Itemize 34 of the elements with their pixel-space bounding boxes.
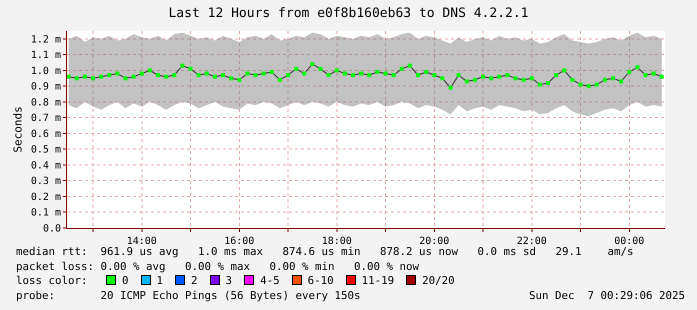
x-tick-label: 14:00 (126, 236, 157, 247)
text: 6-10 (308, 274, 334, 288)
y-tick-label: 1.2 m (30, 34, 61, 46)
y-tick-label: 1.0 m (30, 66, 61, 77)
chart-title: Last 12 Hours from e0f8b160eb63 to DNS 4.2.2.1 (168, 6, 529, 21)
text: packet loss: 0.00 % avg 0.00 % max 0.00 % min 0.00 % now (16, 260, 420, 274)
text: Sun Dec 7 00:29:06 2025 (528, 289, 685, 302)
text: 11-19 (362, 274, 394, 288)
x-tick-label: 16:00 (224, 236, 254, 247)
y-tick-label: 1.1 m (30, 50, 61, 62)
text: probe: 20 ICMP Echo Pings (56 Bytes) every 150s (16, 289, 361, 302)
y-tick-label: 0.0 (42, 224, 61, 234)
x-tick-label: 22:00 (516, 236, 547, 247)
text: 1 (156, 274, 164, 288)
text: median rtt: 961.9 us avg 1.0 ms max 874.6 us min 878.2 us now 0.0 ms sd 29.1 am/s (16, 245, 634, 260)
y-tick-label: 0.8 m (30, 97, 61, 108)
y-tick-label: 0.9 m (30, 82, 61, 93)
text: 2 (191, 274, 198, 288)
y-tick-label: 0.5 m (30, 144, 61, 156)
x-tick-label: 00:00 (614, 236, 644, 247)
y-tick-label: 0.4 m (30, 160, 61, 172)
y-tick-label: 0.3 m (30, 176, 61, 188)
text: loss color: (16, 274, 89, 290)
text: 0 (122, 274, 129, 288)
text: 20/20 (422, 274, 455, 288)
y-tick-label: 0.2 m (30, 192, 61, 203)
y-axis-title: Seconds (12, 106, 25, 153)
text: 4-5 (260, 274, 280, 288)
y-tick-label: 0.7 m (30, 113, 61, 124)
y-tick-label: 0.1 m (30, 208, 61, 219)
text: 3 (226, 274, 232, 288)
x-tick-label: 20:00 (419, 236, 450, 247)
y-tick-label: 0.6 m (30, 128, 61, 140)
x-tick-label: 18:00 (322, 236, 352, 247)
